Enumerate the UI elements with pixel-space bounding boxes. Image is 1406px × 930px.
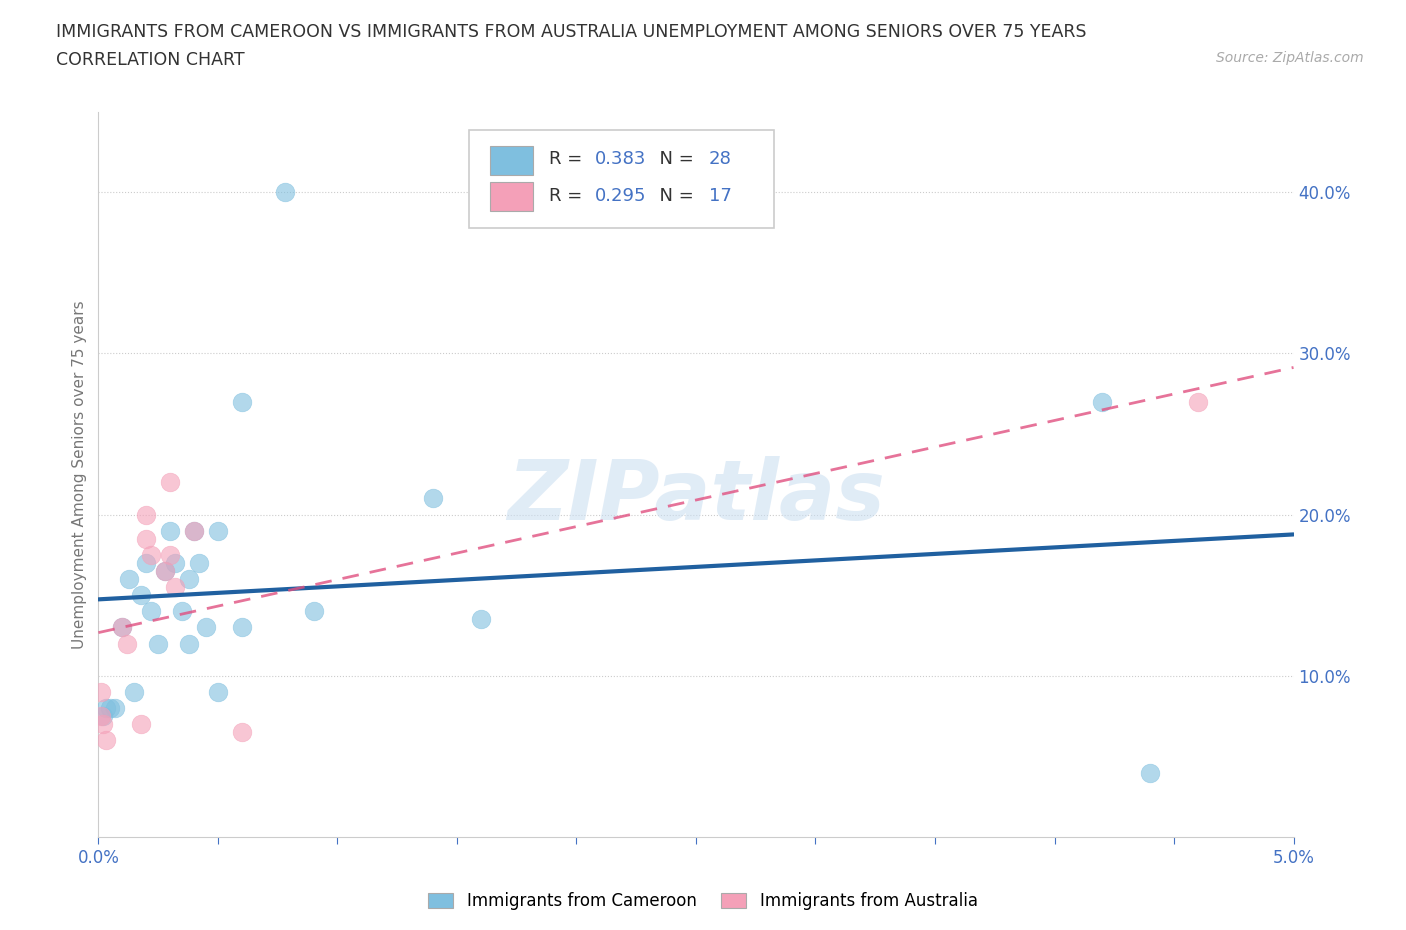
Point [135,555,157,570]
Point [179,572,201,587]
Point [274,185,297,200]
Point [148,636,170,651]
Point [118,572,141,587]
Point [90,709,112,724]
Point [94,700,117,715]
Text: R =: R = [548,150,588,167]
Point [1091,394,1114,409]
Point [207,684,229,699]
Point [91,709,114,724]
Point [111,620,134,635]
Point [195,620,218,635]
Point [155,564,177,578]
FancyBboxPatch shape [491,182,533,211]
Text: 28: 28 [709,150,733,167]
Point [139,548,162,563]
Point [124,684,146,699]
Text: 0.383: 0.383 [595,150,645,167]
Point [159,548,181,563]
Point [155,564,177,578]
Point [1139,765,1161,780]
Text: N =: N = [648,188,700,206]
Point [94,733,117,748]
Point [163,579,186,594]
Point [231,394,253,409]
Point [163,555,186,570]
Text: Source: ZipAtlas.com: Source: ZipAtlas.com [1216,51,1364,65]
Text: CORRELATION CHART: CORRELATION CHART [56,51,245,69]
Point [159,475,181,490]
Point [231,724,253,739]
Point [159,524,181,538]
Point [135,507,157,522]
Text: 17: 17 [709,188,733,206]
FancyBboxPatch shape [491,146,533,175]
Point [104,700,127,715]
Point [131,717,153,732]
Point [207,524,229,538]
Point [231,620,253,635]
Point [90,684,112,699]
Point [131,588,153,603]
Point [139,604,162,618]
Point [187,555,209,570]
Point [135,531,157,546]
Text: IMMIGRANTS FROM CAMEROON VS IMMIGRANTS FROM AUSTRALIA UNEMPLOYMENT AMONG SENIORS: IMMIGRANTS FROM CAMEROON VS IMMIGRANTS F… [56,23,1087,41]
Point [470,612,492,627]
Point [179,636,201,651]
Point [91,717,114,732]
Point [1187,394,1209,409]
Point [172,604,194,618]
Point [422,491,444,506]
FancyBboxPatch shape [470,130,773,228]
Legend: Immigrants from Cameroon, Immigrants from Australia: Immigrants from Cameroon, Immigrants fro… [422,885,984,917]
Y-axis label: Unemployment Among Seniors over 75 years: Unemployment Among Seniors over 75 years [72,300,87,648]
Point [183,524,205,538]
Point [302,604,325,618]
Text: ZIPatlas: ZIPatlas [508,456,884,537]
Text: R =: R = [548,188,588,206]
Point [98,700,122,715]
Text: 0.295: 0.295 [595,188,645,206]
Point [115,636,138,651]
Point [183,524,205,538]
Point [111,620,134,635]
Text: N =: N = [648,150,700,167]
